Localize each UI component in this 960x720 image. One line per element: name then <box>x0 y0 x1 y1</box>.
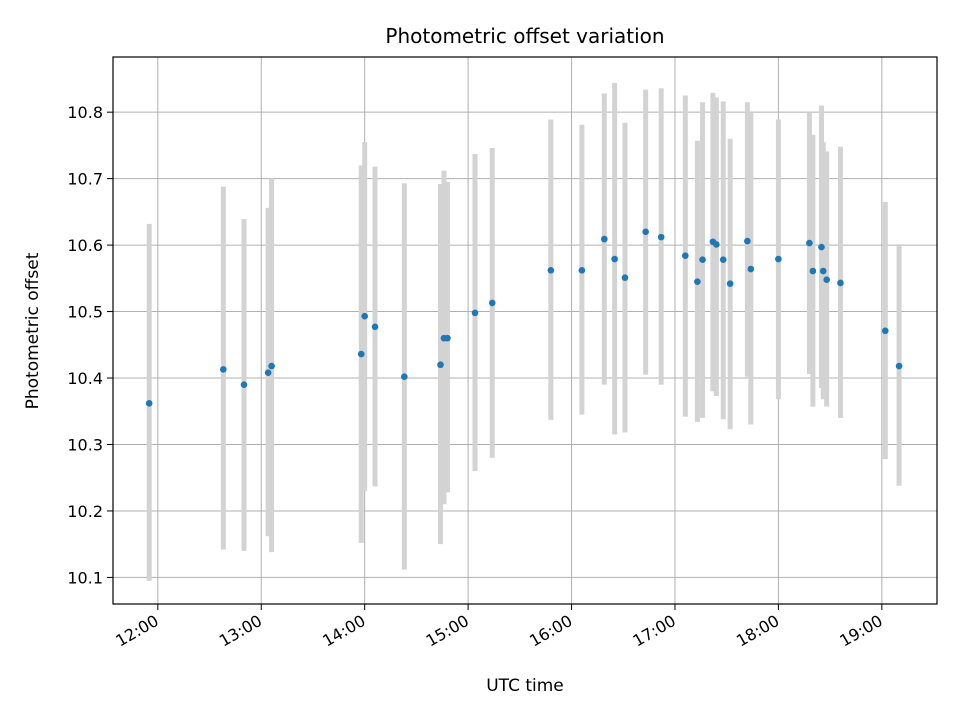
data-point <box>488 299 496 307</box>
data-point <box>547 267 555 274</box>
y-tick-label: 10.4 <box>67 369 103 388</box>
data-point <box>895 362 903 370</box>
data-point <box>881 327 889 335</box>
data-point <box>819 267 827 275</box>
data-point <box>600 235 608 243</box>
data-point <box>437 361 444 369</box>
data-point <box>837 279 844 287</box>
data-point <box>578 267 586 274</box>
data-point <box>220 366 227 373</box>
data-points <box>145 228 903 407</box>
data-point <box>471 309 479 317</box>
data-point <box>611 255 618 263</box>
data-point <box>823 276 830 283</box>
data-point <box>240 381 248 388</box>
data-point <box>657 233 665 241</box>
y-axis-ticks: 10.1 10.2 10.3 10.4 10.5 10.6 10.7 10.8 <box>67 103 113 587</box>
data-point <box>145 399 153 407</box>
y-tick-label: 10.2 <box>67 502 103 521</box>
chart-title: Photometric offset variation <box>385 24 664 48</box>
data-point <box>744 237 751 245</box>
y-axis-label: Photometric offset <box>23 252 43 409</box>
data-point <box>719 256 727 264</box>
plot-frame <box>112 56 938 605</box>
y-tick-label: 10.6 <box>67 236 103 255</box>
y-tick-label: 10.3 <box>67 435 103 454</box>
data-point <box>699 256 706 264</box>
data-point <box>694 278 701 285</box>
grid-lines <box>113 57 937 604</box>
data-point <box>361 312 368 320</box>
y-tick-label: 10.7 <box>67 170 103 189</box>
data-point <box>818 243 825 251</box>
data-point <box>642 228 649 236</box>
data-point <box>682 252 689 260</box>
y-tick-label: 10.8 <box>67 103 103 122</box>
data-point <box>401 373 408 380</box>
data-point <box>357 350 365 358</box>
data-point <box>444 334 451 342</box>
data-point <box>371 323 379 331</box>
data-point <box>809 267 817 275</box>
data-point <box>726 280 734 287</box>
y-tick-label: 10.5 <box>67 303 103 322</box>
data-point <box>747 265 755 273</box>
data-point <box>806 239 813 247</box>
data-point <box>264 369 272 377</box>
data-point <box>268 362 275 370</box>
x-axis-label: UTC time <box>486 676 564 696</box>
y-tick-label: 10.1 <box>67 568 103 587</box>
data-point <box>775 255 782 263</box>
data-point <box>621 274 629 281</box>
data-point <box>713 241 720 248</box>
